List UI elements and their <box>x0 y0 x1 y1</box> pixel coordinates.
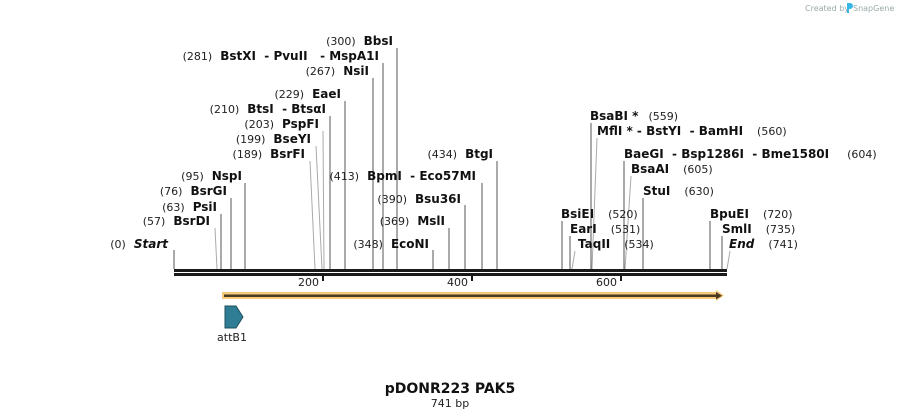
site-lines-right <box>561 123 731 270</box>
site-line-bseyi <box>315 145 323 270</box>
site-label-bbsi[interactable]: (300) BbsI <box>326 34 393 48</box>
site-label-bsiei[interactable]: BsiEI (520) <box>561 207 638 221</box>
site-label-msli[interactable]: (369) MslI <box>380 214 445 228</box>
snapgene-logo-icon <box>847 3 853 13</box>
site-line-taqii <box>571 250 576 270</box>
attb1-arrow-icon[interactable] <box>224 305 244 329</box>
sequence-backbone <box>174 269 727 276</box>
site-label-bsrfi[interactable]: (189) BsrFI <box>233 147 305 161</box>
site-lines-mid <box>432 161 498 269</box>
site-label-bpmi-eco57mi[interactable]: (413) BpmI - Eco57MI <box>330 169 476 183</box>
site-label-econi[interactable]: (348) EcoNI <box>353 237 429 251</box>
ruler-tick-200 <box>322 276 324 281</box>
backbone-top-strand <box>174 269 727 272</box>
site-label-bsabi[interactable]: BsaBI * (559) <box>590 109 678 123</box>
site-label-nsii[interactable]: (267) NsiI <box>306 64 369 78</box>
backbone-bottom-strand <box>174 273 727 276</box>
insert-bar-line <box>224 294 718 297</box>
site-label-bsrdi[interactable]: (57) BsrDI <box>143 214 210 228</box>
site-label-bsrgi[interactable]: (76) BsrGI <box>160 184 227 198</box>
feature-attb1[interactable]: attB1 <box>217 305 247 344</box>
credit-brand: SnapGene <box>853 4 894 13</box>
site-label-stui[interactable]: StuI (630) <box>643 184 714 198</box>
site-labels-left: (0) Start (57) BsrDI (63) PsiI (76) BsrGI (9… <box>110 34 393 251</box>
attb1-label: attB1 <box>217 331 247 344</box>
site-label-btsi[interactable]: (210) BtsI - BtsαI <box>210 102 326 116</box>
ruler: 200 400 600 <box>298 276 622 289</box>
ruler-tick-400 <box>471 276 473 281</box>
site-label-psii[interactable]: (63) PsiI <box>162 200 217 214</box>
site-label-mfli-bstyi-bamhi[interactable]: MflI * - BstYI - BamHI (560) <box>597 124 787 138</box>
site-lines-left <box>173 48 398 270</box>
site-labels-right: BsiEI (520) EarI (531) TaqII (534) BsaBI *(… <box>561 109 877 251</box>
site-label-eaei[interactable]: (229) EaeI <box>275 87 342 101</box>
credit-text: Created by <box>805 4 849 13</box>
ruler-label-200: 200 <box>298 276 319 289</box>
site-line-mfli <box>591 137 598 270</box>
site-label-baegi-bsp1286i-bme1580i[interactable]: BaeGI - Bsp1286I - Bme1580I (604) <box>624 147 877 161</box>
ruler-label-600: 600 <box>596 276 617 289</box>
site-line-end <box>726 250 731 270</box>
site-label-pspfi[interactable]: (203) PspFI <box>244 117 319 131</box>
site-label-nspi[interactable]: (95) NspI <box>181 169 242 183</box>
map-length: 741 bp <box>431 397 469 410</box>
insert-arrowhead-icon <box>716 292 722 300</box>
site-line-bsaai <box>624 175 632 270</box>
site-label-eari[interactable]: EarI (531) <box>570 222 640 236</box>
ruler-label-400: 400 <box>447 276 468 289</box>
site-label-bseyi[interactable]: (199) BseYI <box>236 132 311 146</box>
ruler-tick-600 <box>620 276 622 281</box>
site-label-bstxi-pvuii-mspa1i[interactable]: (281) BstXI - PvuII - MspA1I <box>183 49 379 63</box>
site-label-bsaai[interactable]: BsaAI (605) <box>631 162 713 176</box>
site-label-end[interactable]: End (741) <box>729 237 798 251</box>
site-label-taqii[interactable]: TaqII (534) <box>578 237 654 251</box>
site-line-bsrdi <box>214 227 218 270</box>
site-label-smli[interactable]: SmlI (735) <box>722 222 795 236</box>
site-label-start[interactable]: (0) Start <box>110 237 169 251</box>
insert-feature-arrow[interactable] <box>222 290 724 301</box>
site-labels-mid: (348) EcoNI (369) MslI (390) Bsu36I (413) Bp… <box>330 147 493 251</box>
site-label-bsu36i[interactable]: (390) Bsu36I <box>377 192 461 206</box>
snapgene-credit: Created by SnapGene <box>805 3 894 13</box>
site-label-btgi[interactable]: (434) BtgI <box>427 147 493 161</box>
map-title: pDONR223 PAK5 <box>385 381 516 397</box>
site-label-bpuei[interactable]: BpuEI (720) <box>710 207 793 221</box>
site-line-bsrfi <box>309 160 316 270</box>
site-line-pspfi <box>322 130 325 270</box>
